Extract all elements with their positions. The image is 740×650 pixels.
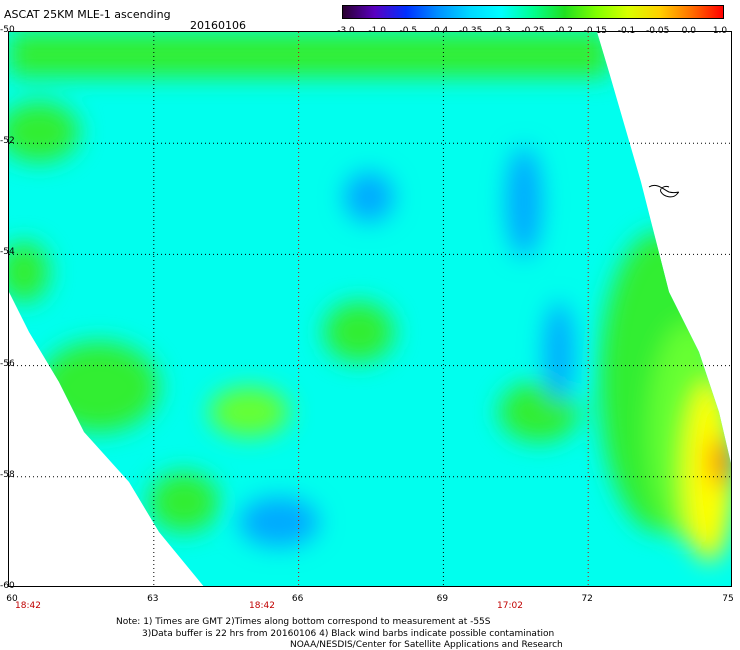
longitude-label: 69 <box>436 594 449 604</box>
latitude-label: -52 <box>0 136 15 147</box>
wind-field-region <box>209 387 289 437</box>
wind-field-region <box>239 497 319 547</box>
colorbar <box>342 5 724 19</box>
wind-field-region <box>9 242 49 302</box>
longitude-label: 75 <box>722 594 734 604</box>
wind-field-region <box>684 382 731 562</box>
graticule <box>9 32 731 586</box>
wind-field-region <box>9 102 79 162</box>
wind-field-region <box>544 302 574 402</box>
wind-field-region <box>709 437 731 487</box>
latitude-label: -50 <box>0 25 15 35</box>
wind-field-region <box>149 472 219 532</box>
wind-field-region <box>324 302 394 362</box>
note-line-3: NOAA/NESDIS/Center for Satellite Applica… <box>290 640 563 650</box>
latitude-label: -60 <box>0 581 15 591</box>
contamination-barb <box>648 184 680 198</box>
latitude-label: -58 <box>0 469 15 480</box>
latitude-label: -54 <box>0 247 15 258</box>
product-title: ASCAT 25KM MLE-1 ascending <box>4 8 171 21</box>
wind-field-region <box>344 172 394 222</box>
latitude-label: -56 <box>0 358 15 369</box>
time-label: 17:02 <box>497 601 523 611</box>
longitude-label: 66 <box>291 594 304 604</box>
time-label: 18:42 <box>15 601 41 611</box>
note-line-1: Note: 1) Times are GMT 2)Times along bot… <box>116 617 491 627</box>
map-plot <box>8 31 732 587</box>
wind-field-region <box>506 147 542 257</box>
note-line-2: 3)Data buffer is 22 hrs from 20160106 4)… <box>142 629 555 639</box>
time-label: 18:42 <box>249 601 275 611</box>
longitude-label: 60 <box>6 594 18 604</box>
longitude-label: 72 <box>581 594 593 604</box>
map-svg <box>9 32 731 586</box>
wind-field-region <box>39 342 159 432</box>
longitude-label: 63 <box>147 594 159 604</box>
product-date: 20160106 <box>190 19 246 32</box>
wind-field-region <box>9 32 609 77</box>
